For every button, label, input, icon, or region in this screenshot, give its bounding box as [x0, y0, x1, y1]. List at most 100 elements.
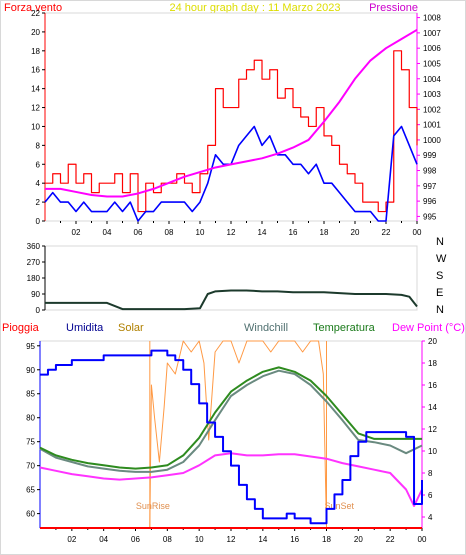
wind-x-axis-tick-label: 02 [72, 228, 81, 237]
wind-axis-tick-label: 2 [36, 198, 41, 207]
compass-label: S [436, 270, 443, 282]
pressure-axis-tick-label: 998 [423, 167, 437, 176]
temp-x-axis-tick-label: 00 [418, 535, 427, 544]
pressure-axis-tick-label: 995 [423, 212, 437, 221]
pressure-axis-tick-label: 1002 [423, 105, 441, 114]
temperature-axis-tick-label: 12 [428, 425, 437, 434]
temp-x-axis-tick-label: 04 [99, 535, 108, 544]
temperature-humidity-panel: 60 65 70 75 80 85 90 95 4 6 8 10 12 14 16 18 20 02 04 06 08 1… [26, 337, 437, 544]
temp-x-axis-tick-label: 10 [195, 535, 204, 544]
pressure-axis-tick-label: 1007 [423, 29, 441, 38]
direction-axis-tick-label: 180 [27, 274, 41, 283]
wind-x-axis-tick-label: 18 [320, 228, 329, 237]
humidity-axis-tick-label: 75 [26, 438, 35, 447]
series-gust [45, 50, 418, 213]
wind-axis-label: Forza vento [4, 2, 62, 14]
humidity-axis-tick-label: 80 [26, 414, 35, 423]
wind-pressure-panel: 0246810121416182022995996997998999100010… [31, 9, 441, 237]
pressure-axis-tick-label: 999 [423, 151, 437, 160]
sunset-label: SunSet [325, 501, 355, 511]
temp-panel-frame [39, 340, 423, 529]
wind-axis-tick-label: 22 [31, 9, 40, 18]
wind-axis-tick-label: 6 [36, 160, 41, 169]
humidity-axis-tick-label: 65 [26, 486, 35, 495]
legend-dew-point: Dew Point (°C) [392, 322, 465, 334]
pressure-axis-tick-label: 1003 [423, 90, 441, 99]
wind-x-axis-tick-label: 06 [134, 228, 143, 237]
temperature-axis-tick-label: 16 [428, 381, 437, 390]
wind-x-axis-tick-label: 14 [258, 228, 267, 237]
wind-x-axis-tick-label: 10 [196, 228, 205, 237]
wind-axis-tick-label: 10 [31, 122, 40, 131]
pressure-axis-tick-label: 1004 [423, 75, 441, 84]
pressure-axis-label: Pressione [369, 2, 418, 14]
temp-x-axis-tick-label: 22 [386, 535, 395, 544]
temp-x-axis-tick-label: 14 [258, 535, 267, 544]
wind-axis-tick-label: 16 [31, 66, 40, 75]
series-windchill [39, 369, 423, 473]
temperature-axis-tick-label: 4 [428, 513, 433, 522]
temp-x-axis-tick-label: 18 [322, 535, 331, 544]
pressure-axis-tick-label: 1008 [423, 14, 441, 23]
temp-x-axis-tick-label: 08 [163, 535, 172, 544]
pressure-axis-tick-label: 1000 [423, 136, 441, 145]
temperature-axis-tick-label: 14 [428, 403, 437, 412]
direction-axis-tick-label: 0 [36, 306, 41, 315]
pressure-axis-tick-label: 1001 [423, 121, 441, 130]
wind-x-axis-tick-label: 16 [289, 228, 298, 237]
series-dew [39, 452, 423, 507]
humidity-axis-tick-label: 85 [26, 390, 35, 399]
legend-windchill: Windchill [244, 322, 288, 334]
compass-label: W [436, 253, 447, 265]
temperature-axis-tick-label: 6 [428, 491, 433, 500]
legend-solar: Solar [118, 322, 144, 334]
wind-axis-tick-label: 18 [31, 47, 40, 56]
temperature-axis-tick-label: 10 [428, 447, 437, 456]
wind-x-axis-tick-label: 12 [227, 228, 236, 237]
temp-x-axis-tick-label: 16 [290, 535, 299, 544]
wind-axis-tick-label: 4 [36, 179, 41, 188]
sunrise-label: SunRise [136, 501, 170, 511]
pressure-axis-tick-label: 1006 [423, 44, 441, 53]
series-pressure [45, 28, 418, 198]
temperature-axis-tick-label: 20 [428, 337, 437, 346]
chart-title: 24 hour graph day : 11 Marzo 2023 [169, 2, 340, 14]
pressure-axis-tick-label: 997 [423, 182, 437, 191]
series-temperature [39, 366, 422, 470]
compass-label: N [436, 236, 444, 248]
direction-axis-tick-label: 270 [27, 258, 41, 267]
wind-panel-frame [44, 12, 418, 222]
series-direction [45, 289, 418, 311]
series-humidity [40, 349, 423, 525]
wind-x-axis-tick-label: 22 [382, 228, 391, 237]
wind-axis-tick-label: 12 [31, 104, 40, 113]
temp-x-axis-tick-label: 02 [67, 535, 76, 544]
humidity-axis-tick-label: 90 [26, 366, 35, 375]
wind-axis-tick-label: 8 [36, 141, 41, 150]
wind-x-axis-tick-label: 08 [165, 228, 174, 237]
humidity-axis-tick-label: 70 [26, 462, 35, 471]
temp-x-axis-tick-label: 12 [227, 535, 236, 544]
wind-axis-tick-label: 20 [31, 28, 40, 37]
temp-x-axis-tick-label: 06 [131, 535, 140, 544]
wind-x-axis-tick-label: 04 [103, 228, 112, 237]
wind-axis-tick-label: 14 [31, 85, 40, 94]
wind-axis-tick-label: 0 [36, 217, 41, 226]
humidity-axis-tick-label: 95 [26, 342, 35, 351]
series-avg [44, 125, 418, 222]
temperature-axis-tick-label: 8 [428, 469, 433, 478]
humidity-axis-tick-label: 60 [26, 510, 35, 519]
legend-umidita: Umidita [66, 322, 104, 334]
wind-x-axis-tick-label: 00 [413, 228, 422, 237]
series-solar [40, 340, 422, 529]
compass-label: N [436, 304, 444, 316]
pressure-axis-tick-label: 996 [423, 197, 437, 206]
temp-x-axis-tick-label: 20 [354, 535, 363, 544]
direction-axis-tick-label: 360 [27, 242, 41, 251]
legend-temperatura: Temperatura [313, 322, 376, 334]
wind-x-axis-tick-label: 20 [351, 228, 360, 237]
